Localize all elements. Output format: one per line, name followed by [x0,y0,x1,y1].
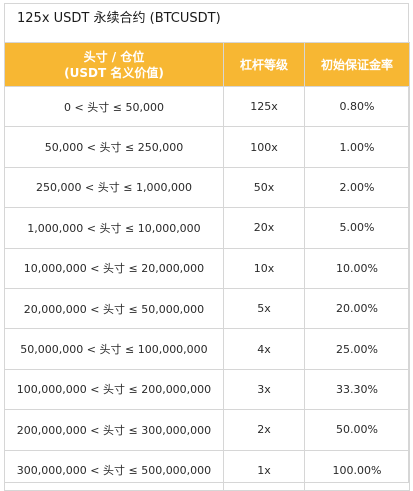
contract-panel: 125x USDT 永续合约 (BTCUSDT) 头寸 / 仓位 (USDT 名… [4,3,410,491]
cell-position: 1,000,000 < 头寸 ≤ 10,000,000 [4,207,224,249]
table-row: 20,000,000 < 头寸 ≤ 50,000,000 5x 20.00% [4,287,410,330]
table-row: 250,000 < 头寸 ≤ 1,000,000 50x 2.00% [4,166,410,209]
cell-position: 300,000,000 < 头寸 ≤ 500,000,000 [4,449,224,491]
cell-margin: 25.00% [304,328,410,370]
cell-leverage: 125x [223,85,305,128]
table-header-row: 头寸 / 仓位 (USDT 名义价值) 杠杆等级 初始保证金率 [4,42,410,87]
table-row: 50,000,000 < 头寸 ≤ 100,000,000 4x 25.00% [4,328,410,370]
cell-leverage: 2x [223,409,305,451]
cell-position: 50,000 < 头寸 ≤ 250,000 [4,126,224,168]
cell-position: 20,000,000 < 头寸 ≤ 50,000,000 [4,287,224,330]
header-position-line2: (USDT 名义价值) [64,65,164,80]
cell-leverage: 5x [223,287,305,330]
cell-margin: 33.30% [304,368,410,411]
cell-margin: 10.00% [304,247,410,289]
cell-leverage: 50x [223,166,305,209]
cell-margin: 0.80% [304,85,410,128]
header-margin: 初始保证金率 [304,42,410,87]
header-leverage: 杠杆等级 [223,42,305,87]
header-position: 头寸 / 仓位 (USDT 名义价值) [4,42,224,87]
cell-position: 10,000,000 < 头寸 ≤ 20,000,000 [4,247,224,289]
cell-position: 200,000,000 < 头寸 ≤ 300,000,000 [4,409,224,451]
cell-leverage: 100x [223,126,305,168]
table-row: 50,000 < 头寸 ≤ 250,000 100x 1.00% [4,126,410,168]
header-position-line1: 头寸 / 仓位 [83,49,145,64]
cell-margin: 5.00% [304,207,410,249]
cell-margin: 2.00% [304,166,410,209]
table-row: 100,000,000 < 头寸 ≤ 200,000,000 3x 33.30% [4,368,410,411]
leverage-margin-table: 头寸 / 仓位 (USDT 名义价值) 杠杆等级 初始保证金率 0 < 头寸 ≤… [4,42,410,491]
cell-leverage: 4x [223,328,305,370]
cell-position: 50,000,000 < 头寸 ≤ 100,000,000 [4,328,224,370]
table-row: 10,000,000 < 头寸 ≤ 20,000,000 10x 10.00% [4,247,410,289]
cell-position: 0 < 头寸 ≤ 50,000 [4,85,224,128]
cell-margin: 1.00% [304,126,410,168]
contract-title: 125x USDT 永续合约 (BTCUSDT) [17,11,221,26]
cell-margin: 50.00% [304,409,410,451]
cell-leverage: 20x [223,207,305,249]
cell-position: 250,000 < 头寸 ≤ 1,000,000 [4,166,224,209]
cell-margin: 100.00% [304,449,410,491]
table-row: 0 < 头寸 ≤ 50,000 125x 0.80% [4,85,410,128]
cell-leverage: 3x [223,368,305,411]
cell-position: 100,000,000 < 头寸 ≤ 200,000,000 [4,368,224,411]
table-row: 1,000,000 < 头寸 ≤ 10,000,000 20x 5.00% [4,207,410,249]
cell-margin: 20.00% [304,287,410,330]
table-row: 200,000,000 < 头寸 ≤ 300,000,000 2x 50.00% [4,409,410,451]
table-row: 300,000,000 < 头寸 ≤ 500,000,000 1x 100.00… [4,449,410,491]
cell-leverage: 10x [223,247,305,289]
cell-leverage: 1x [223,449,305,491]
